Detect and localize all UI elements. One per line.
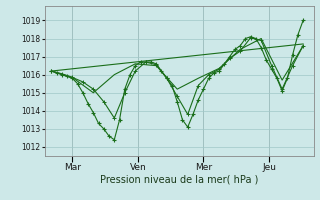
X-axis label: Pression niveau de la mer( hPa ): Pression niveau de la mer( hPa ): [100, 175, 258, 185]
